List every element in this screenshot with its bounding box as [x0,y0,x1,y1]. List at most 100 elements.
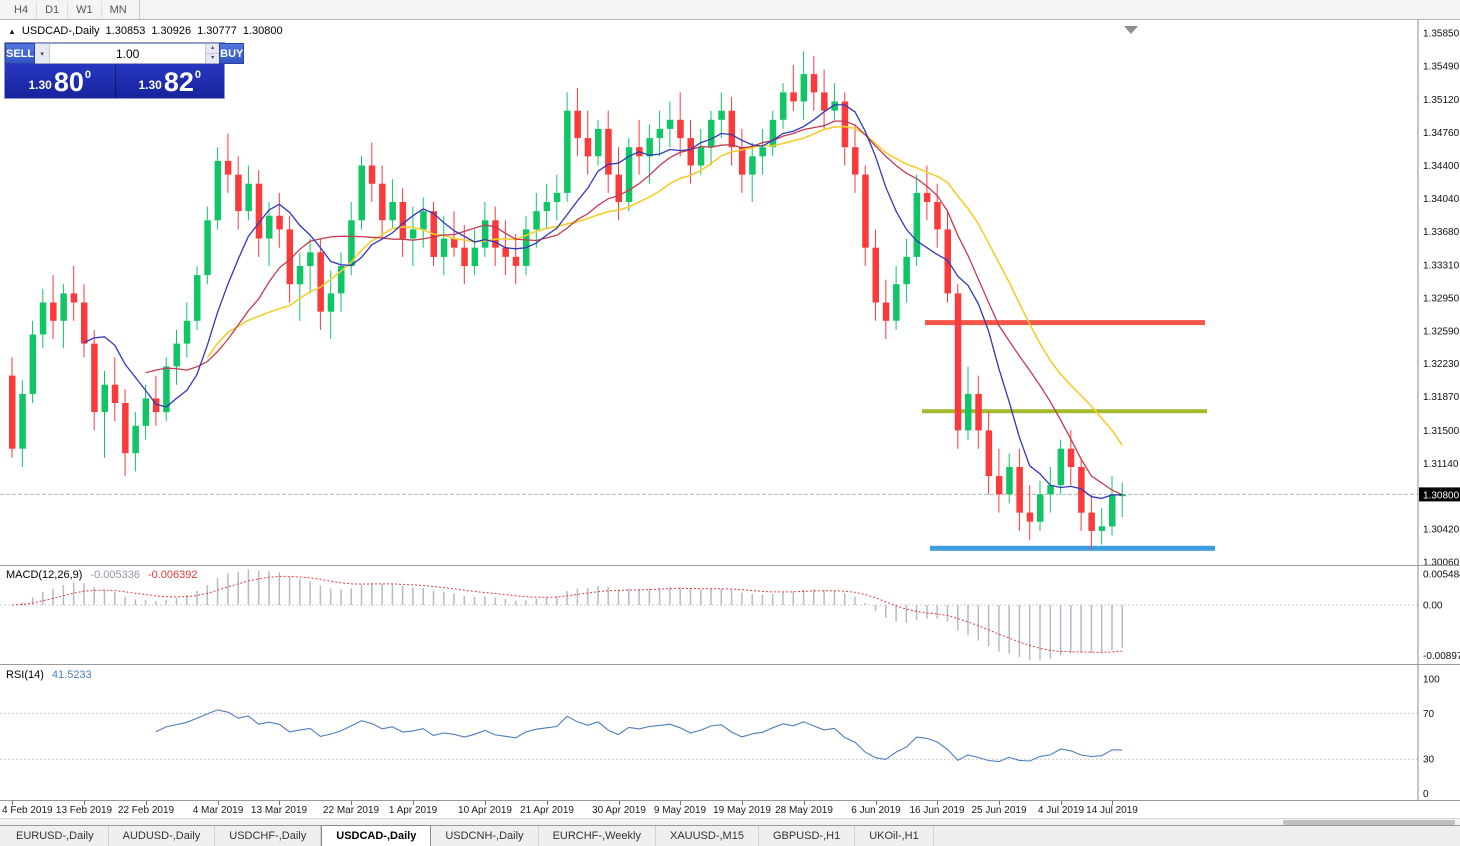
candle-bearish [235,174,242,212]
candle-bullish [471,247,479,266]
chart-scrollbar-thumb[interactable] [1283,820,1455,825]
candle-bullish [132,425,139,454]
volume-dropdown-button[interactable]: ▾ [35,44,51,63]
candle-bearish [1078,467,1085,513]
tab-eurusd-daily[interactable]: EURUSD-,Daily [2,826,109,846]
sell-button[interactable]: SELL [5,43,36,64]
resistance-line-red[interactable] [925,320,1205,326]
price-tick-label: 1.35850 [1423,29,1460,40]
candle-bullish [183,320,191,344]
price-tick-label: 1.32590 [1423,326,1460,337]
candle-bearish [923,192,931,202]
volume-increment-button[interactable]: ▴ [206,44,220,54]
candle-bullish [553,192,561,202]
ma-slow-line [206,125,1123,446]
candle-bearish [728,110,736,148]
pane-separator [0,800,1460,801]
candle-bullish [101,384,108,413]
candle-bearish [954,293,962,431]
sell-price-display[interactable]: 1.30 80 0 [5,64,115,98]
candle-bullish [163,366,170,413]
price-tick-label: 1.30420 [1423,525,1460,536]
volume-control: ▾ ▴ ▾ [35,43,220,64]
candle-bearish [512,256,520,266]
candle-bullish [348,220,355,266]
time-axis-tick [146,801,147,805]
pane-separator[interactable] [0,565,1460,566]
macd-tick-label: 0.005484 [1423,570,1460,581]
time-axis-tick [218,801,219,805]
tab-usdcad-daily[interactable]: USDCAD-,Daily [321,825,432,846]
caret-down-icon: ▾ [40,50,44,58]
tab-usdchf-daily[interactable]: USDCHF-,Daily [215,826,322,846]
time-axis-tick [413,801,414,805]
sell-price-pips: 80 [53,67,84,97]
time-axis-label: 28 May 2019 [775,805,833,816]
candle-bullish [646,138,653,157]
timeframe-toolbar: H4 D1 W1 MN [0,0,1460,20]
rsi-tick-label: 70 [1423,709,1435,720]
time-axis-label: 22 Mar 2019 [322,805,380,816]
timeframe-button-d1[interactable]: D1 [37,1,69,18]
candle-bearish [152,398,160,413]
candle-bearish [882,302,890,321]
candle-bullish [389,202,396,221]
candle-bullish [913,192,921,257]
candle-bearish [451,238,458,248]
macd-signal-line [11,575,1123,653]
candle-bullish [1109,494,1116,527]
buy-price-display[interactable]: 1.30 82 0 [114,64,225,98]
pane-separator[interactable] [0,664,1460,665]
chart-shift-marker[interactable] [1124,26,1138,34]
support-line-olive[interactable] [922,409,1207,414]
candle-bearish [615,174,622,202]
price-tick-label: 1.33310 [1423,261,1460,272]
tab-gbpusd-h1[interactable]: GBPUSD-,H1 [759,826,856,846]
candle-bullish [142,398,150,426]
buy-button[interactable]: BUY [219,43,245,64]
price-tick-label: 1.32230 [1423,359,1460,370]
candle-bullish [800,74,808,102]
timeframe-button-group: H4 D1 W1 MN [0,0,140,19]
candle-bullish [780,92,787,120]
time-axis-tick [12,801,13,805]
candle-bullish [718,110,725,120]
candle-bullish [656,128,664,138]
macd-indicator-pane[interactable]: 0.005484 0.00 -0.008973 [0,566,1460,664]
tab-eurchf-weekly[interactable]: EURCHF-,Weekly [539,826,656,846]
candle-bearish [70,293,78,303]
candle-bullish [564,110,571,193]
support-line-blue[interactable] [930,545,1215,551]
candle-bullish [409,229,417,239]
tab-usdcnh-daily[interactable]: USDCNH-,Daily [431,826,539,846]
tab-xauusd-m15[interactable]: XAUUSD-,M15 [656,826,759,846]
time-axis-label: 13 Mar 2019 [250,805,308,816]
chart-scrollbar-track[interactable] [0,818,1460,825]
candle-bearish [574,110,581,139]
tab-ukoil-h1[interactable]: UKOil-,H1 [855,826,934,846]
time-axis[interactable]: 4 Feb 2019 13 Feb 2019 22 Feb 2019 4 Mar 20… [0,801,1460,818]
candle-bearish [605,128,612,175]
candle-bullish [1037,494,1044,522]
price-chart-pane[interactable]: 1.35850 1.35490 1.35120 1.34760 1.34400 1.340… [0,20,1460,565]
candle-bearish [50,302,57,321]
volume-input[interactable] [50,44,206,63]
timeframe-button-h4[interactable]: H4 [6,1,38,18]
candle-bullish [533,211,540,230]
rsi-line [155,709,1123,763]
timeframe-button-mn[interactable]: MN [109,3,127,16]
tab-audusd-daily[interactable]: AUDUSD-,Daily [109,826,216,846]
price-tick-label: 1.35120 [1423,95,1460,106]
price-tick-label: 1.31870 [1423,392,1460,403]
candle-bearish [399,202,407,239]
volume-decrement-button[interactable]: ▾ [206,54,220,63]
timeframe-button-w1[interactable]: W1 [68,1,102,18]
candle-bearish [687,138,694,166]
chart-tabs-bar: EURUSD-,Daily AUDUSD-,Daily USDCHF-,Daily U… [0,825,1460,846]
candle-bullish [749,156,756,175]
rsi-indicator-pane[interactable]: 100 70 30 0 [0,665,1460,800]
candle-bearish [317,252,324,312]
time-axis-tick [1112,801,1113,805]
candle-bearish [461,247,468,266]
candle-bearish [872,247,879,303]
